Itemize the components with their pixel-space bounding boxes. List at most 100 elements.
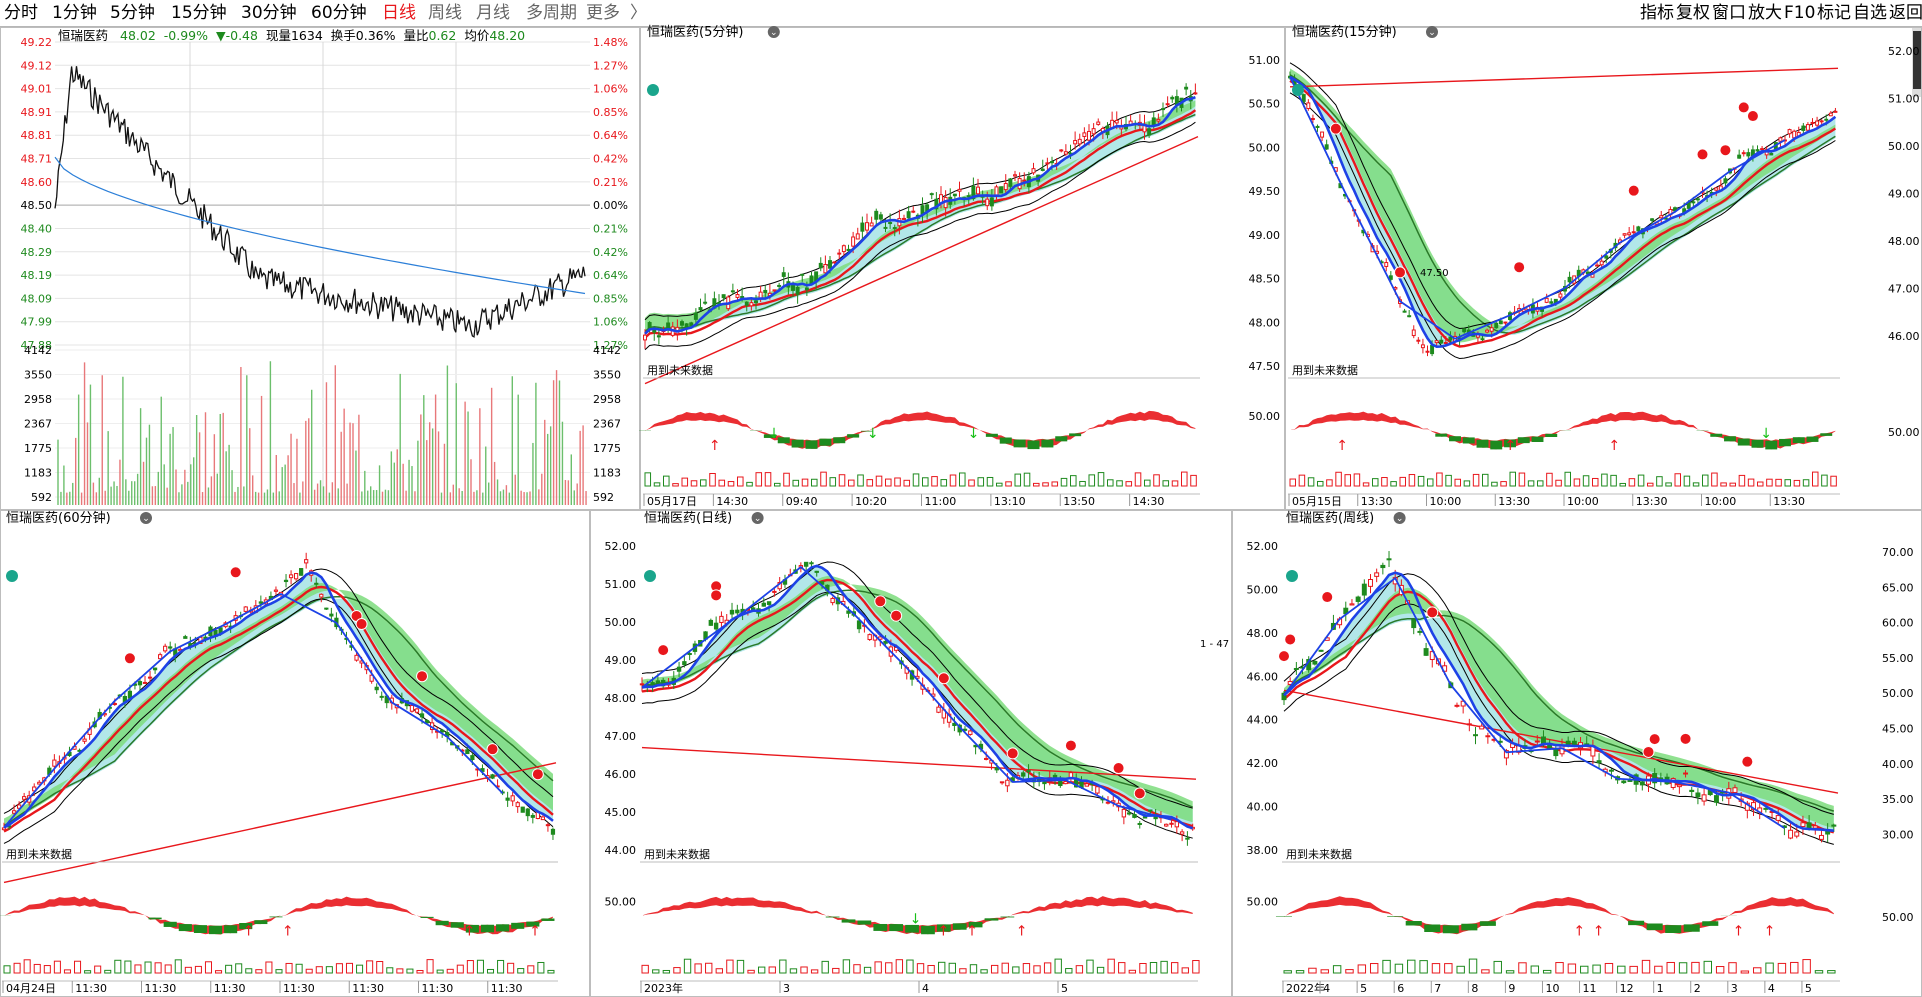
candle-body <box>867 634 872 641</box>
panel-frame <box>640 27 1285 510</box>
indicator-bar <box>1005 481 1012 487</box>
time-tick-label: 6 <box>1397 982 1404 995</box>
indicator-bar <box>694 963 702 974</box>
period-tab-monthly[interactable]: 月线 <box>476 3 510 23</box>
candle-body <box>1558 293 1563 298</box>
price-line <box>54 66 586 338</box>
period-tab-30min[interactable]: 30分钟 <box>241 3 297 23</box>
indicator-bar <box>1353 473 1361 487</box>
indicator-bar <box>1628 478 1636 487</box>
candle-body <box>1368 578 1373 587</box>
indicator-bar <box>832 967 840 974</box>
indicator-bar <box>916 963 925 974</box>
candle-body <box>520 806 525 813</box>
candle-body <box>1349 603 1355 606</box>
candle-body <box>319 593 324 598</box>
candle-body <box>1315 125 1320 128</box>
indicator-bar <box>1720 482 1727 487</box>
period-tab-60min[interactable]: 60分钟 <box>311 3 367 23</box>
candle-body <box>82 738 87 742</box>
more-chevron-icon[interactable]: 〉 <box>630 3 647 23</box>
candle-body <box>851 236 856 247</box>
indicator-bar <box>848 479 855 487</box>
candle-body <box>936 706 941 713</box>
up-arrow-icon: ↑ <box>1608 438 1620 454</box>
candle-body <box>1184 86 1189 90</box>
watchlist-button[interactable]: 自选 <box>1853 3 1887 23</box>
period-tab-weekly[interactable]: 周线 <box>428 3 462 23</box>
candle-body <box>888 222 893 225</box>
volume-value: 1634 <box>290 28 323 43</box>
candle-body <box>304 559 309 564</box>
indicator-bar <box>1827 970 1836 974</box>
green-ma-line <box>641 589 1193 808</box>
indicator-bar <box>737 476 744 487</box>
indicator-bar <box>1546 472 1553 487</box>
period-tab-intraday[interactable]: 分时 <box>4 3 38 23</box>
indicator-bar <box>1692 482 1700 487</box>
indicator-bar <box>990 964 999 974</box>
price-tick-label: 51.00 <box>1888 93 1920 106</box>
f10-button[interactable]: F10 <box>1784 3 1816 23</box>
candle-body <box>158 654 163 660</box>
period-tab-15min[interactable]: 15分钟 <box>171 3 227 23</box>
period-tab-more[interactable]: 更多 <box>586 3 620 23</box>
price-tick-label: 47.99 <box>21 316 53 329</box>
period-tab-daily[interactable]: 日线 <box>382 3 416 23</box>
price-tick-label: 52.00 <box>1247 540 1279 553</box>
price-callout: 1 - 47 <box>1200 639 1229 650</box>
scrollbar-thumb[interactable] <box>1913 31 1921 89</box>
time-tick-label: 09:40 <box>786 495 818 508</box>
indicator-button[interactable]: 指标 <box>1640 3 1674 23</box>
price-tick-label: 49.00 <box>1249 229 1281 242</box>
indicator-bar <box>275 969 283 974</box>
volume-tick-label: 1775 <box>593 442 621 455</box>
volume-tick-label: 1183 <box>593 467 621 480</box>
time-tick-label: 10:00 <box>1705 495 1737 508</box>
price-tick-label: 40.00 <box>1247 801 1279 814</box>
indicator-bar <box>1766 478 1773 487</box>
indicator-bar <box>1160 960 1168 974</box>
time-tick-label: 10 <box>1545 982 1559 995</box>
chevron-down-icon: ⌄ <box>142 514 150 524</box>
candle-body <box>1156 118 1161 122</box>
indicator-bar <box>681 477 689 487</box>
zoom-button[interactable]: 放大 <box>1748 3 1782 23</box>
window-button[interactable]: 窗口 <box>1712 3 1746 23</box>
volume-tick-label: 3550 <box>593 369 621 382</box>
candle-body <box>1013 174 1017 177</box>
candle-body <box>1164 823 1169 827</box>
indicator-bar <box>736 959 745 974</box>
period-tab-1min[interactable]: 1分钟 <box>52 3 97 23</box>
candle-body <box>708 619 714 626</box>
intraday-quote-bar: 恒瑞医药 48.02 -0.99% ▼-0.48 现量1634 换手0.36% … <box>58 25 525 44</box>
indicator-bar <box>225 964 233 974</box>
chevron-down-icon[interactable] <box>1426 26 1438 38</box>
right-scrollbar[interactable] <box>1912 27 1922 97</box>
indicator-bar <box>1153 474 1160 487</box>
chevron-down-icon[interactable] <box>751 512 764 524</box>
mark-button[interactable]: 标记 <box>1817 3 1851 23</box>
chevron-down-icon[interactable] <box>140 512 152 524</box>
up-arrow-icon: ↑ <box>463 924 475 940</box>
volume-tick-label: 4142 <box>593 344 621 357</box>
boll-lower-line <box>3 598 554 844</box>
period-tab-5min[interactable]: 5分钟 <box>110 3 155 23</box>
up-arrow-icon: ↑ <box>1733 924 1745 940</box>
candle-body <box>354 654 359 661</box>
candle-body <box>52 759 57 767</box>
back-button[interactable]: 返回 <box>1889 3 1922 23</box>
adjust-button[interactable]: 复权 <box>1676 3 1710 23</box>
chevron-down-icon[interactable] <box>1393 512 1406 524</box>
buy-signal-icon <box>1394 266 1406 279</box>
candle-body <box>1462 328 1467 333</box>
long-red-trendline <box>1283 689 1839 794</box>
chevron-down-icon[interactable] <box>767 26 780 38</box>
buy-signal-icon <box>416 670 429 683</box>
period-tab-multi[interactable]: 多周期 <box>526 3 577 23</box>
candle-body <box>846 610 851 614</box>
candle-body <box>837 252 842 255</box>
indicator-bar <box>295 963 303 974</box>
candle-body <box>540 816 546 821</box>
candle-body <box>1695 792 1701 798</box>
